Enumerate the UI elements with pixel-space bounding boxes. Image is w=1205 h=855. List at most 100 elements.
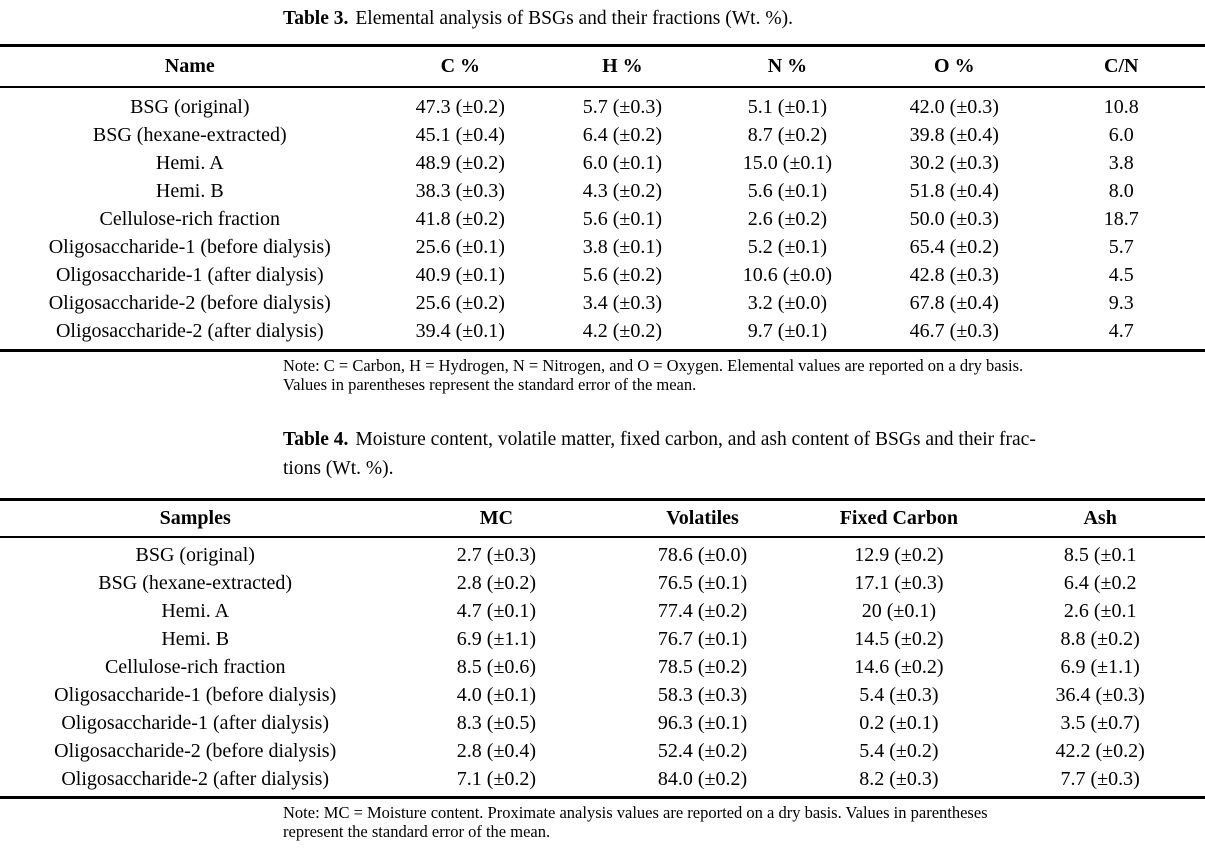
- value-cell: 42.2 (±0.2): [1055, 739, 1145, 762]
- value-cell: 36.4 (±0.3): [1055, 683, 1145, 706]
- row-label-cell: Oligosaccharide-2 (before dialysis): [48, 291, 331, 314]
- value-cell: 76.7 (±0.1): [657, 627, 748, 650]
- table-row: Cellulose-rich fraction 41.8 (±0.2) 5.6 (±…: [0, 205, 1205, 233]
- row-label-cell: BSG (original): [130, 95, 250, 118]
- value-cell: 52.4 (±0.2): [657, 739, 748, 762]
- table3-note: Note: C = Carbon, H = Hydrogen, N = Nitr…: [283, 356, 1197, 394]
- column-header: C/N: [1037, 45, 1205, 88]
- table-row: Hemi. B 6.9 (±1.1) 76.7 (±0.1) 14.5 (±0.2) 8…: [0, 625, 1205, 653]
- table4-caption-line1: Table 4. Moisture content, volatile matte…: [283, 425, 1197, 454]
- row-label-cell: Oligosaccharide-1 (before dialysis): [54, 683, 337, 706]
- row-label-cell: Oligosaccharide-2 (before dialysis): [54, 739, 337, 762]
- value-cell: 6.9 (±1.1): [456, 627, 537, 650]
- value-cell: 4.3 (±0.2): [582, 179, 663, 202]
- table-row: Oligosaccharide-2 (before dialysis) 2.8 (…: [0, 737, 1205, 765]
- value-cell: 4.2 (±0.2): [582, 319, 663, 342]
- row-label-cell: Oligosaccharide-2 (after dialysis): [61, 767, 330, 790]
- row-label-cell: Hemi. B: [161, 627, 230, 650]
- value-cell: 42.0 (±0.3): [909, 95, 999, 118]
- value-cell: 7.1 (±0.2): [456, 767, 537, 790]
- value-cell: 3.8 (±0.1): [582, 235, 663, 258]
- row-label-cell: Cellulose-rich fraction: [99, 207, 281, 230]
- value-cell: 5.2 (±0.1): [747, 235, 828, 258]
- value-cell: 5.7 (±0.3): [582, 95, 663, 118]
- value-cell: 48.9 (±0.2): [415, 151, 505, 174]
- value-cell: 4.0 (±0.1): [456, 683, 537, 706]
- value-cell: 41.8 (±0.2): [415, 207, 505, 230]
- value-cell: 2.6 (±0.2): [747, 207, 828, 230]
- value-cell: 40.9 (±0.1): [415, 263, 505, 286]
- row-label-cell: Oligosaccharide-2 (after dialysis): [55, 319, 324, 342]
- value-cell: 6.0 (±0.1): [582, 151, 663, 174]
- value-cell: 9.3: [1108, 291, 1134, 314]
- value-cell: 30.2 (±0.3): [909, 151, 999, 174]
- header-row: Name C % H % N % O % C/N: [0, 45, 1205, 88]
- value-cell: 5.6 (±0.2): [582, 263, 663, 286]
- value-cell: 50.0 (±0.3): [909, 207, 999, 230]
- value-cell: 10.6 (±0.0): [742, 263, 833, 286]
- table-row: Hemi. A 48.9 (±0.2) 6.0 (±0.1) 15.0 (±0.1) 3…: [0, 149, 1205, 177]
- value-cell: 8.3 (±0.5): [456, 711, 537, 734]
- column-header: Samples: [0, 499, 391, 538]
- value-cell: 4.7 (±0.1): [456, 599, 537, 622]
- value-cell: 42.8 (±0.3): [909, 263, 999, 286]
- row-label-cell: BSG (original): [135, 543, 255, 566]
- value-cell: 8.5 (±0.1: [1063, 543, 1137, 566]
- value-cell: 20 (±0.1): [861, 599, 937, 622]
- table-row: Oligosaccharide-2 (after dialysis) 39.4 (…: [0, 317, 1205, 351]
- value-cell: 5.6 (±0.1): [582, 207, 663, 230]
- table4-caption-line2: tions (Wt. %).: [283, 458, 394, 479]
- value-cell: 8.0: [1108, 179, 1134, 202]
- value-cell: 46.7 (±0.3): [909, 319, 999, 342]
- value-cell: 78.6 (±0.0): [657, 543, 748, 566]
- table4-note: Note: MC = Moisture content. Proximate a…: [283, 803, 1197, 841]
- row-label-cell: Oligosaccharide-1 (after dialysis): [55, 263, 324, 286]
- value-cell: 84.0 (±0.2): [657, 767, 748, 790]
- table4-caption-label: Table 4.: [283, 429, 349, 450]
- row-label-cell: Hemi. B: [155, 179, 224, 202]
- row-label-cell: Cellulose-rich fraction: [104, 655, 286, 678]
- value-cell: 5.7: [1108, 235, 1134, 258]
- value-cell: 15.0 (±0.1): [742, 151, 833, 174]
- value-cell: 2.7 (±0.3): [456, 543, 537, 566]
- value-cell: 0.2 (±0.1): [859, 711, 939, 734]
- value-cell: 3.4 (±0.3): [582, 291, 663, 314]
- column-header: H %: [541, 45, 704, 88]
- table-row: Oligosaccharide-2 (before dialysis) 25.6 …: [0, 289, 1205, 317]
- value-cell: 25.6 (±0.2): [415, 291, 505, 314]
- row-label-cell: Hemi. A: [155, 151, 224, 174]
- column-header: Fixed Carbon: [802, 499, 996, 538]
- value-cell: 78.5 (±0.2): [657, 655, 748, 678]
- row-label-cell: Hemi. A: [161, 599, 230, 622]
- value-cell: 2.8 (±0.2): [456, 571, 537, 594]
- column-header: O %: [871, 45, 1038, 88]
- table3-note-line2: Values in parentheses represent the stan…: [283, 375, 697, 394]
- value-cell: 96.3 (±0.1): [657, 711, 748, 734]
- table-row: Oligosaccharide-1 (before dialysis) 4.0 (…: [0, 681, 1205, 709]
- table-row: BSG (hexane-extracted) 45.1 (±0.4) 6.4 (±0…: [0, 121, 1205, 149]
- value-cell: 8.2 (±0.3): [859, 767, 939, 790]
- table3-caption-text: Elemental analysis of BSGs and their fra…: [355, 8, 793, 29]
- table-row: Hemi. B 38.3 (±0.3) 4.3 (±0.2) 5.6 (±0.1) 51…: [0, 177, 1205, 205]
- row-label-cell: BSG (hexane-extracted): [98, 571, 293, 594]
- table-row: Cellulose-rich fraction 8.5 (±0.6) 78.5 (±…: [0, 653, 1205, 681]
- value-cell: 45.1 (±0.4): [415, 123, 505, 146]
- value-cell: 5.1 (±0.1): [747, 95, 828, 118]
- value-cell: 4.5: [1108, 263, 1134, 286]
- value-cell: 7.7 (±0.3): [1060, 767, 1140, 790]
- table-row: Oligosaccharide-1 (after dialysis) 40.9 (…: [0, 261, 1205, 289]
- table-row: Oligosaccharide-1 (before dialysis) 25.6 …: [0, 233, 1205, 261]
- value-cell: 18.7: [1103, 207, 1139, 230]
- table-row: Oligosaccharide-1 (after dialysis) 8.3 (±…: [0, 709, 1205, 737]
- value-cell: 67.8 (±0.4): [909, 291, 999, 314]
- value-cell: 39.4 (±0.1): [415, 319, 505, 342]
- table4-note-line2: represent the standard error of the mean…: [283, 822, 551, 841]
- value-cell: 8.7 (±0.2): [747, 123, 828, 146]
- value-cell: 77.4 (±0.2): [657, 599, 748, 622]
- table-row: Oligosaccharide-2 (after dialysis) 7.1 (±…: [0, 765, 1205, 798]
- elemental-analysis-table: Name C % H % N % O % C/N BSG (original) 47.3 (±…: [0, 44, 1205, 352]
- value-cell: 65.4 (±0.2): [909, 235, 999, 258]
- table4-note-line1: Note: MC = Moisture content. Proximate a…: [283, 803, 988, 822]
- value-cell: 2.8 (±0.4): [456, 739, 537, 762]
- value-cell: 25.6 (±0.1): [415, 235, 505, 258]
